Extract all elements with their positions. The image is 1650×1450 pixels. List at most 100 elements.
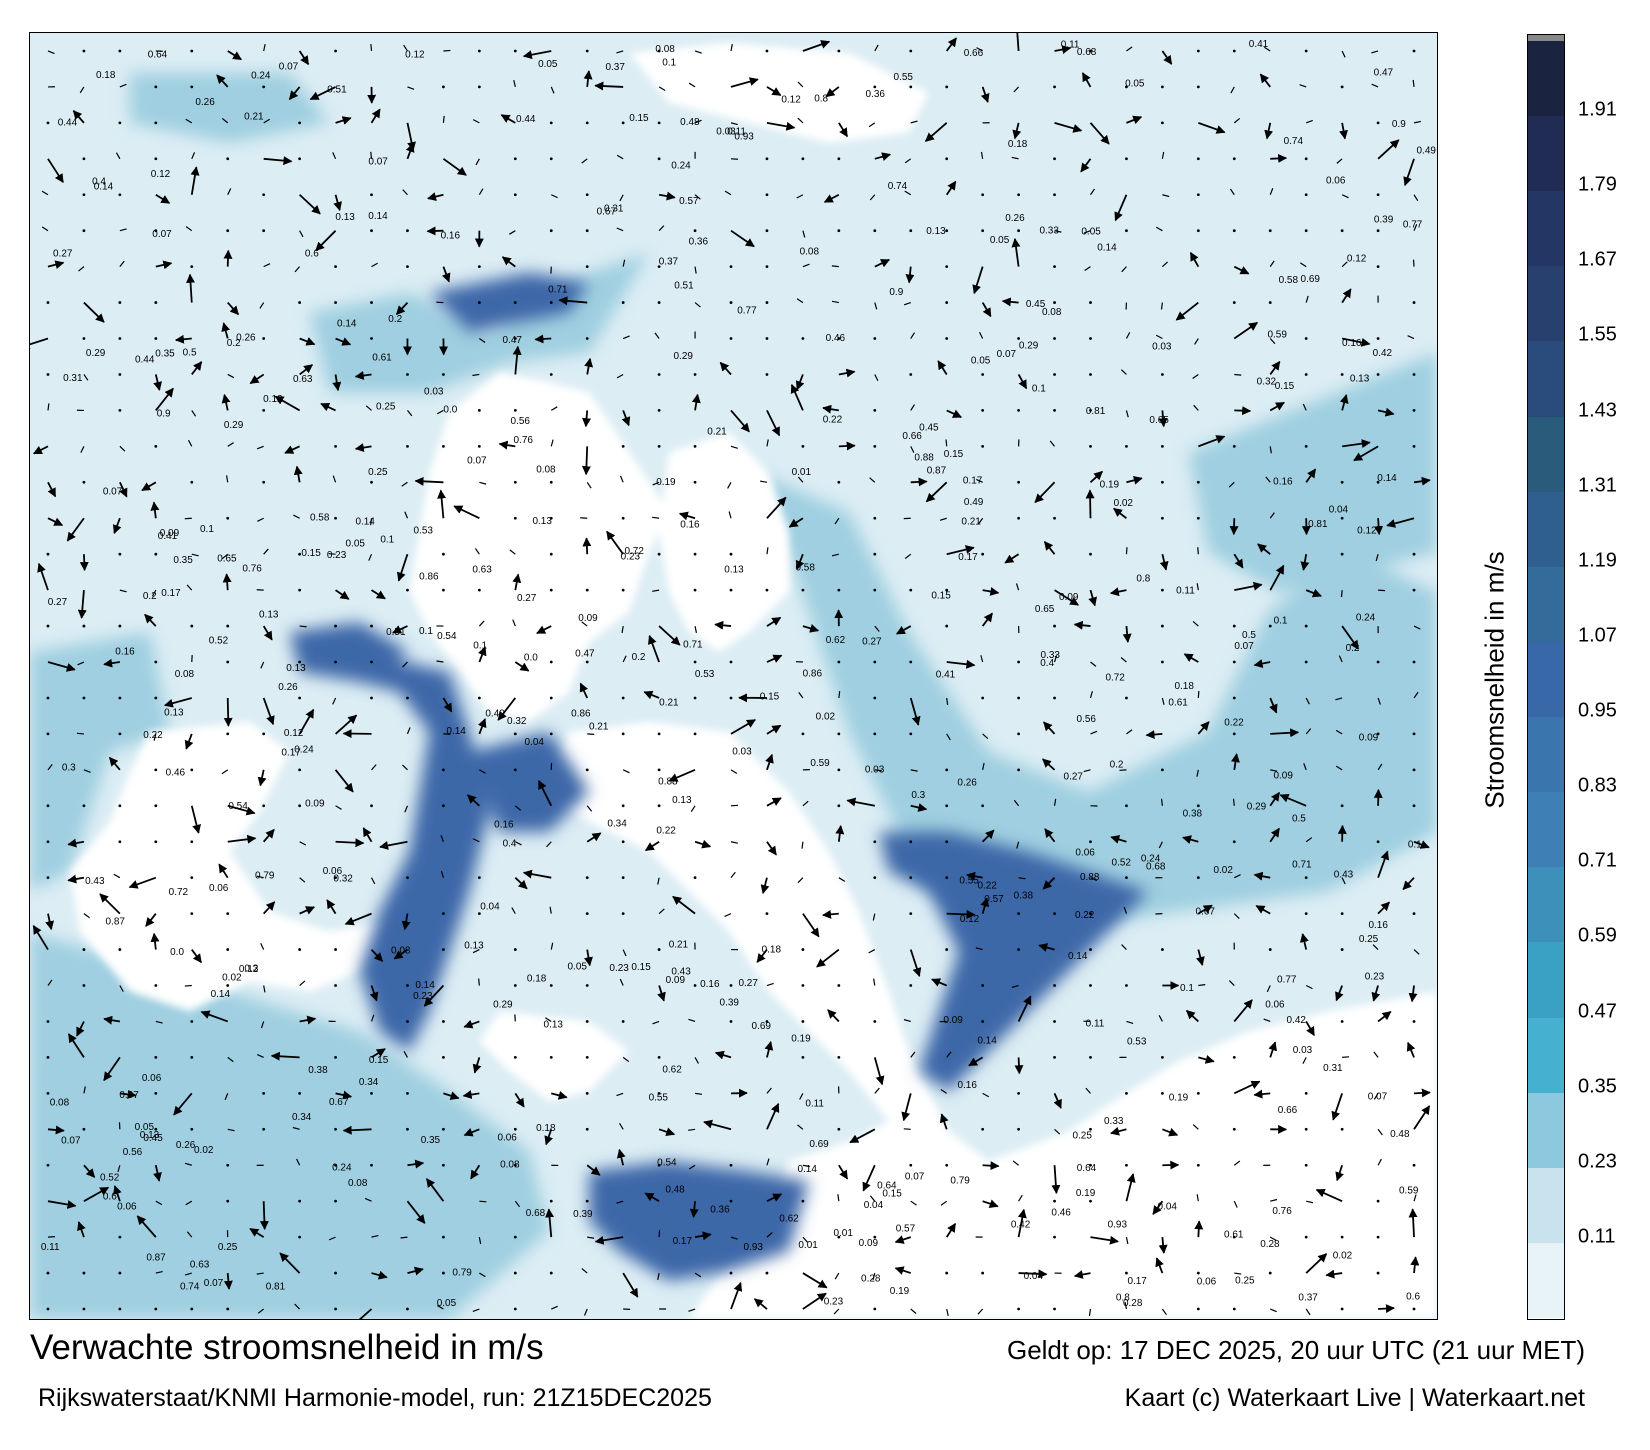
current-arrow [1194, 338, 1199, 345]
vector-dot [118, 337, 122, 340]
current-arrow [514, 661, 530, 672]
current-arrow [766, 1102, 780, 1130]
speed-value-label: 0.02 [194, 1145, 214, 1156]
speed-value-label: 0.13 [1350, 373, 1370, 384]
current-arrow [846, 797, 875, 807]
current-arrow [293, 465, 303, 483]
vector-dot [837, 157, 841, 161]
current-arrow [874, 152, 892, 161]
current-arrow [1160, 798, 1163, 806]
vector-dot [1232, 301, 1236, 304]
speed-value-label: 0.36 [866, 89, 886, 100]
vector-dot [118, 409, 122, 412]
current-arrow [1089, 691, 1093, 699]
current-arrow [594, 81, 624, 91]
vector-dot [945, 1163, 949, 1167]
vector-dot [1376, 732, 1380, 736]
current-arrow [872, 978, 876, 986]
current-arrow [1090, 1235, 1119, 1245]
colorbar-segment [1528, 1167, 1564, 1244]
current-arrow [802, 624, 820, 633]
current-arrow [1197, 904, 1213, 915]
current-speed-map[interactable]: 0.22 0.23 0.24 0.2 0.25 0.16 0.15 0.14 0.13 0.09 0… [29, 32, 1438, 1320]
current-arrow [869, 477, 876, 483]
vector-dot [1125, 804, 1128, 808]
current-arrow [766, 797, 782, 807]
current-arrow [1377, 850, 1390, 878]
vector-dot [1089, 1199, 1092, 1203]
speed-value-label: 0.2 [388, 314, 402, 325]
vector-dot [765, 588, 769, 592]
vector-dot [513, 301, 517, 304]
vector-dot [1053, 1199, 1056, 1203]
current-arrow [946, 733, 951, 741]
colorbar-tick-label: 0.35 [1578, 1075, 1617, 1098]
current-arrow [1011, 238, 1021, 267]
speed-value-label: 0.15 [931, 591, 951, 602]
current-arrow [472, 949, 480, 954]
speed-value-label: 0.13 [164, 708, 184, 719]
colorbar-segment [1528, 792, 1564, 868]
current-arrow [472, 838, 480, 843]
current-arrow [1120, 657, 1127, 663]
speed-value-label: 0.51 [386, 627, 406, 638]
current-arrow [370, 948, 384, 962]
current-arrow [831, 553, 839, 557]
speed-value-label: 0.42 [1011, 1220, 1031, 1231]
speed-value-label: 0.5 [1292, 813, 1306, 824]
current-arrow [1121, 944, 1127, 950]
current-arrow [155, 1020, 163, 1024]
vector-dot [334, 984, 337, 987]
speed-value-label: 0.38 [308, 1065, 328, 1076]
current-arrow [616, 373, 624, 379]
current-arrow [395, 301, 409, 315]
vector-dot [981, 1127, 985, 1131]
vector-dot [1196, 1271, 1200, 1275]
current-arrow [1017, 374, 1028, 390]
current-arrow [47, 158, 64, 184]
speed-value-label: 0.53 [414, 525, 434, 536]
vector-dot [334, 876, 337, 880]
current-arrow [119, 589, 127, 593]
colorbar-segment [1528, 341, 1564, 418]
current-arrow [227, 834, 257, 844]
vector-dot [765, 229, 769, 233]
speed-value-label: 0.13 [672, 795, 692, 806]
vector-dot [585, 229, 589, 233]
speed-value-label: 0.29 [1247, 801, 1267, 812]
current-arrow [648, 634, 660, 663]
current-arrow [688, 1308, 696, 1312]
vector-dot [1412, 588, 1416, 592]
current-arrow [288, 86, 301, 101]
vector-dot [693, 480, 697, 484]
current-arrow [1371, 83, 1379, 88]
current-arrow [227, 50, 243, 61]
vector-dot [190, 480, 194, 484]
current-arrow [334, 769, 354, 793]
current-arrow [514, 805, 522, 811]
current-arrow [797, 117, 804, 124]
vector-dot [729, 337, 733, 340]
current-arrow [545, 1208, 555, 1238]
current-arrow [1162, 194, 1170, 198]
current-arrow [1233, 913, 1240, 919]
vector-dot [657, 265, 661, 269]
current-arrow [582, 537, 592, 555]
current-arrow [462, 1090, 480, 1100]
colorbar-cap [1528, 35, 1564, 41]
speed-value-label: 0.23 [621, 552, 641, 563]
current-arrow [227, 804, 256, 816]
vector-dot [693, 696, 697, 700]
current-arrow [580, 517, 588, 519]
current-arrow [1051, 1165, 1061, 1195]
current-arrow [766, 86, 782, 97]
speed-value-label: 0.12 [960, 914, 980, 925]
vector-dot [1125, 157, 1128, 161]
current-arrow [1402, 877, 1415, 891]
current-arrow [184, 984, 192, 987]
current-arrow [657, 985, 666, 1002]
vector-dot [226, 948, 230, 951]
vector-dot [46, 624, 50, 628]
current-arrow [579, 682, 589, 699]
vector-dot [513, 157, 517, 161]
